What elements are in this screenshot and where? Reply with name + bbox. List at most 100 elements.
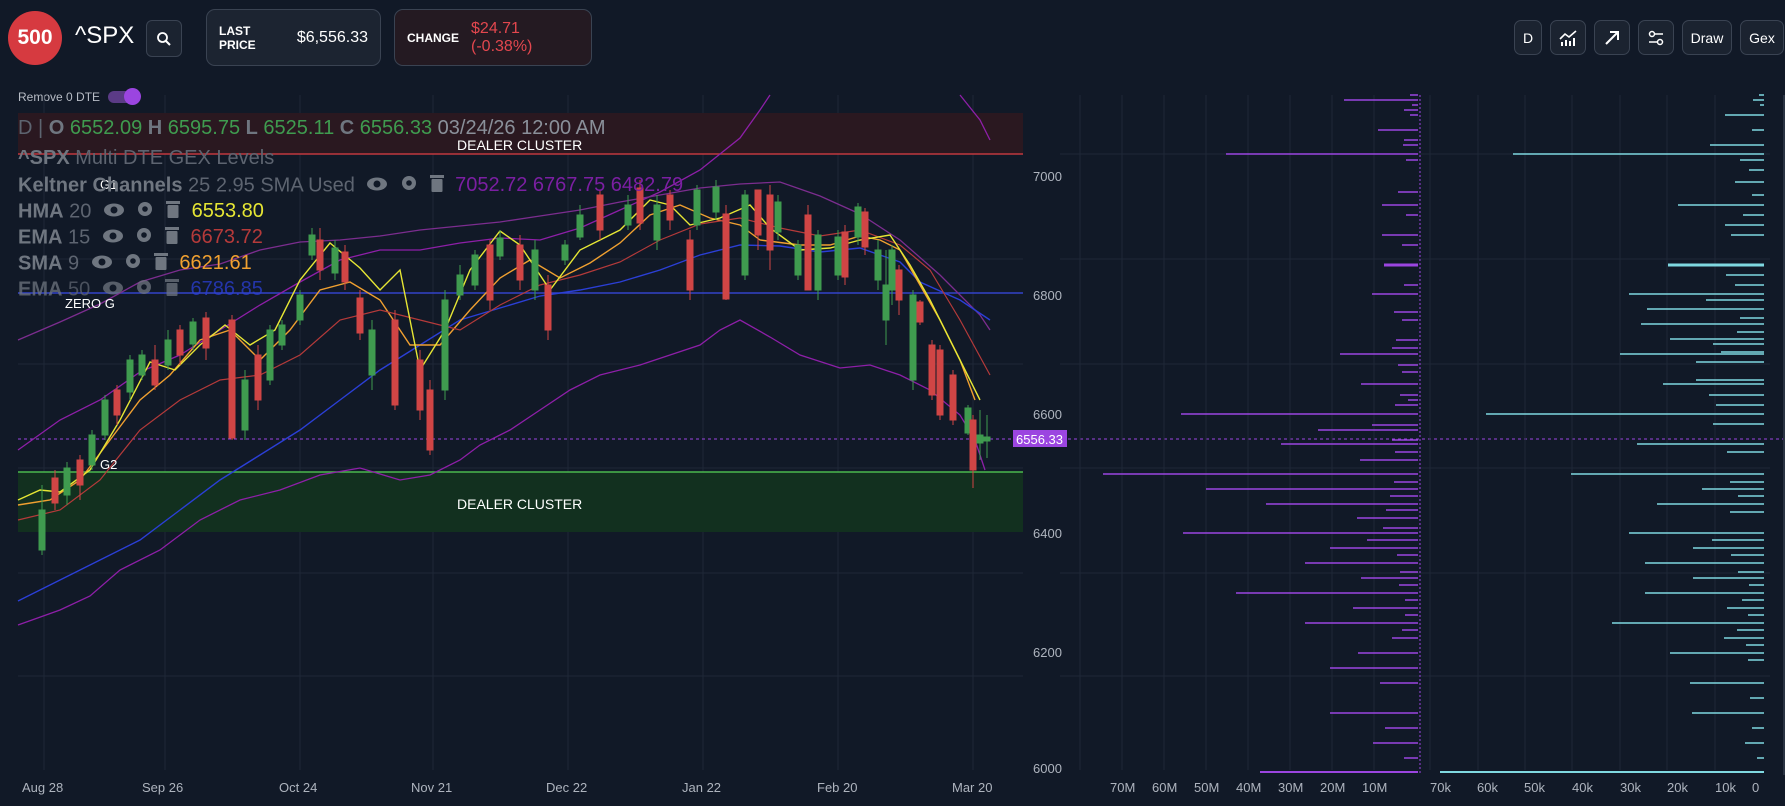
trash-icon[interactable] bbox=[166, 200, 181, 224]
svg-text:30M: 30M bbox=[1278, 780, 1303, 795]
trash-icon[interactable] bbox=[429, 174, 444, 198]
svg-text:70k: 70k bbox=[1430, 780, 1451, 795]
svg-text:Oct 24: Oct 24 bbox=[279, 780, 317, 795]
eye-icon[interactable] bbox=[102, 279, 124, 302]
eye-icon[interactable] bbox=[103, 201, 125, 224]
dealer-cluster-upper-label: DEALER CLUSTER bbox=[457, 137, 582, 153]
interval-button[interactable]: D bbox=[1514, 20, 1542, 55]
svg-text:7000: 7000 bbox=[1033, 169, 1062, 184]
ema50-value: 6786.85 bbox=[190, 278, 263, 301]
indicator-keltner: Keltner Channels 25 2.95 SMA Used 7052.7… bbox=[18, 174, 684, 198]
current-price-tag-bg bbox=[1013, 430, 1067, 447]
svg-text:Dec 22: Dec 22 bbox=[546, 780, 587, 795]
indicator-ema50: EMA 50 6786.85 bbox=[18, 278, 263, 302]
svg-text:70M: 70M bbox=[1110, 780, 1135, 795]
change-label: CHANGE bbox=[407, 30, 460, 45]
last-price-value: $6,556.33 bbox=[296, 28, 368, 46]
eye-icon[interactable] bbox=[91, 253, 113, 276]
current-price-tag: 6556.33 bbox=[1016, 432, 1063, 447]
time-axis: Aug 28 Sep 26 Oct 24 Nov 21 Dec 22 Jan 2… bbox=[22, 780, 992, 795]
arrow-up-right-icon bbox=[1605, 30, 1619, 45]
indicator-sma9: SMA 9 6621.61 bbox=[18, 252, 252, 276]
ohlc-legend: D | O 6552.09 H 6595.75 L 6525.11 C 6556… bbox=[18, 117, 606, 139]
change-card: CHANGE $24.71 (-0.38%) bbox=[394, 9, 592, 66]
sliders-icon bbox=[1648, 30, 1664, 45]
search-icon bbox=[157, 31, 171, 46]
dealer-cluster-lower-label: DEALER CLUSTER bbox=[457, 496, 582, 512]
eye-icon[interactable] bbox=[102, 227, 124, 250]
ema15-line bbox=[17, 217, 991, 521]
ema50-line bbox=[17, 244, 991, 602]
settings-button[interactable] bbox=[1638, 20, 1674, 55]
last-price-card: LAST PRICE $6,556.33 bbox=[206, 9, 381, 66]
remove-0dte-toggle[interactable] bbox=[108, 88, 142, 105]
sp500-logo: 500 bbox=[8, 11, 62, 65]
g2-label: G2 bbox=[100, 457, 117, 472]
gear-icon[interactable] bbox=[135, 226, 153, 250]
high-value: 6595.75 bbox=[167, 117, 241, 139]
svg-text:Sep 26: Sep 26 bbox=[142, 780, 183, 795]
remove-0dte-control: Remove 0 DTE bbox=[18, 88, 142, 105]
gex-axis: 70M 60M 50M 40M 30M 20M 10M 70k 60k 50k … bbox=[1110, 780, 1759, 795]
svg-text:6000: 6000 bbox=[1033, 761, 1062, 776]
ema15-value: 6673.72 bbox=[190, 226, 263, 249]
call-gex-bars bbox=[1103, 94, 1418, 773]
open-value: 6552.09 bbox=[69, 117, 143, 139]
svg-text:Aug 28: Aug 28 bbox=[22, 780, 63, 795]
bar-datetime: 03/24/26 12:00 AM bbox=[437, 117, 606, 139]
svg-text:Jan 22: Jan 22 bbox=[682, 780, 721, 795]
eye-icon[interactable] bbox=[366, 175, 388, 198]
gear-icon[interactable] bbox=[124, 252, 142, 276]
svg-text:20M: 20M bbox=[1320, 780, 1345, 795]
trash-icon[interactable] bbox=[164, 278, 179, 302]
indicators-button[interactable] bbox=[1550, 20, 1586, 55]
remove-0dte-label: Remove 0 DTE bbox=[18, 90, 101, 104]
gex-button[interactable]: Gex bbox=[1740, 20, 1784, 55]
svg-text:0: 0 bbox=[1752, 780, 1759, 795]
svg-text:20k: 20k bbox=[1667, 780, 1688, 795]
sma9-value: 6621.61 bbox=[179, 252, 252, 275]
svg-text:6200: 6200 bbox=[1033, 645, 1062, 660]
trash-icon[interactable] bbox=[153, 252, 168, 276]
top-bar: 500 ^SPX LAST PRICE $6,556.33 CHANGE $24… bbox=[0, 0, 1785, 76]
gear-icon[interactable] bbox=[400, 174, 418, 198]
svg-text:Feb 20: Feb 20 bbox=[817, 780, 857, 795]
svg-text:10k: 10k bbox=[1715, 780, 1736, 795]
put-gex-bars bbox=[1440, 94, 1764, 773]
dealer-cluster-lower-zone bbox=[18, 472, 1023, 532]
gear-icon[interactable] bbox=[136, 200, 154, 224]
search-button[interactable] bbox=[146, 20, 182, 57]
svg-text:Nov 21: Nov 21 bbox=[411, 780, 452, 795]
indicator-hma: HMA 20 6553.80 bbox=[18, 200, 264, 224]
change-value: $24.71 (-0.38%) bbox=[471, 19, 533, 55]
svg-text:6600: 6600 bbox=[1033, 407, 1062, 422]
symbol-title: ^SPX bbox=[75, 22, 135, 49]
gex-grid bbox=[1060, 95, 1770, 770]
zero-g-label: ZERO G bbox=[65, 296, 115, 311]
price-chart[interactable]: DEALER CLUSTER DEALER CLUSTER G1 G2 ZERO… bbox=[0, 76, 1785, 806]
svg-text:10M: 10M bbox=[1362, 780, 1387, 795]
g1-label: G1 bbox=[100, 177, 117, 192]
svg-text:60M: 60M bbox=[1152, 780, 1177, 795]
trash-icon[interactable] bbox=[164, 226, 179, 250]
dealer-cluster-upper-zone bbox=[18, 113, 1023, 154]
svg-text:60k: 60k bbox=[1477, 780, 1498, 795]
indicator-ema15: EMA 15 6673.72 bbox=[18, 226, 263, 250]
svg-text:40k: 40k bbox=[1572, 780, 1593, 795]
svg-text:6400: 6400 bbox=[1033, 526, 1062, 541]
chart-indicators-icon bbox=[1559, 29, 1577, 46]
svg-text:50M: 50M bbox=[1194, 780, 1219, 795]
gear-icon[interactable] bbox=[135, 278, 153, 302]
close-value: 6556.33 bbox=[359, 117, 433, 139]
interval: D bbox=[18, 117, 33, 139]
svg-text:6800: 6800 bbox=[1033, 288, 1062, 303]
study-title: ^SPX Multi DTE GEX Levels bbox=[18, 147, 275, 169]
trend-line-button[interactable] bbox=[1594, 20, 1630, 55]
draw-button[interactable]: Draw bbox=[1682, 20, 1732, 55]
hma-value: 6553.80 bbox=[191, 200, 264, 223]
svg-text:30k: 30k bbox=[1620, 780, 1641, 795]
low-value: 6525.11 bbox=[263, 117, 335, 139]
svg-text:40M: 40M bbox=[1236, 780, 1261, 795]
candlesticks bbox=[38, 180, 991, 555]
price-axis: 7000 6800 6600 6400 6200 6000 bbox=[1033, 169, 1062, 776]
